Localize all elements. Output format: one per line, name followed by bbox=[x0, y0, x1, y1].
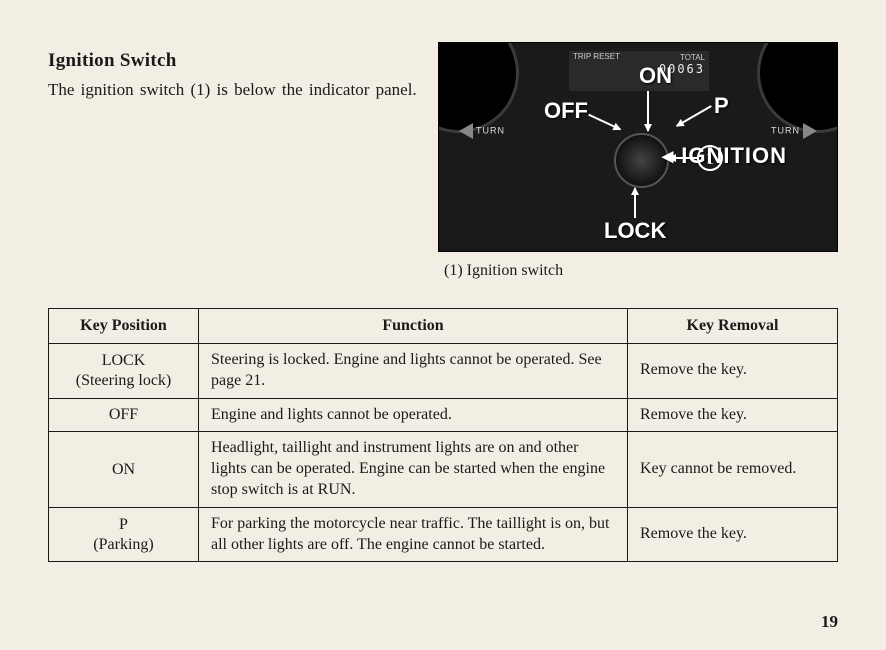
left-turn-indicator: TURN bbox=[459, 123, 505, 139]
p-label: P bbox=[714, 93, 729, 119]
left-arrow-icon bbox=[459, 123, 473, 139]
on-label: ON bbox=[639, 63, 672, 89]
right-turn-indicator: TURN bbox=[771, 123, 817, 139]
total-label: TOTAL bbox=[680, 53, 705, 62]
figure-caption: (1) Ignition switch bbox=[438, 262, 838, 280]
cell-removal: Remove the key. bbox=[628, 507, 838, 562]
pos-line2: (Parking) bbox=[93, 536, 153, 553]
left-gauge bbox=[438, 42, 519, 133]
text-column: Ignition Switch The ignition switch (1) … bbox=[48, 42, 420, 280]
turn-label-left: TURN bbox=[476, 125, 505, 135]
cell-function: For parking the motorcycle near traffic.… bbox=[199, 507, 628, 562]
section-description: The ignition switch (1) is below the ind… bbox=[48, 78, 420, 103]
cell-position: OFF bbox=[49, 398, 199, 432]
key-position-table: Key Position Function Key Removal LOCK (… bbox=[48, 308, 838, 562]
table-row: P (Parking) For parking the motorcycle n… bbox=[49, 507, 838, 562]
table-row: OFF Engine and lights cannot be operated… bbox=[49, 398, 838, 432]
header-function: Function bbox=[199, 309, 628, 344]
top-section: Ignition Switch The ignition switch (1) … bbox=[48, 42, 838, 280]
arrow-off bbox=[588, 114, 621, 131]
header-position: Key Position bbox=[49, 309, 199, 344]
cell-removal: Remove the key. bbox=[628, 344, 838, 399]
cell-position: ON bbox=[49, 432, 199, 507]
arrow-on bbox=[647, 91, 649, 131]
cell-function: Steering is locked. Engine and lights ca… bbox=[199, 344, 628, 399]
table-row: LOCK (Steering lock) Steering is locked.… bbox=[49, 344, 838, 399]
right-arrow-icon bbox=[803, 123, 817, 139]
off-label: OFF bbox=[544, 98, 588, 124]
section-heading: Ignition Switch bbox=[48, 50, 420, 72]
lock-label: LOCK bbox=[604, 218, 666, 244]
page-number: 19 bbox=[821, 612, 838, 632]
pos-line1: P bbox=[119, 516, 128, 533]
cell-position: LOCK (Steering lock) bbox=[49, 344, 199, 399]
cell-function: Engine and lights cannot be operated. bbox=[199, 398, 628, 432]
pos-line1: LOCK bbox=[102, 352, 146, 369]
table-header-row: Key Position Function Key Removal bbox=[49, 309, 838, 344]
ignition-dial bbox=[614, 133, 669, 188]
cell-removal: Key cannot be removed. bbox=[628, 432, 838, 507]
cell-position: P (Parking) bbox=[49, 507, 199, 562]
arrow-callout bbox=[669, 157, 697, 159]
pos-line2: (Steering lock) bbox=[76, 372, 172, 389]
turn-label-right: TURN bbox=[771, 125, 800, 135]
arrow-p bbox=[676, 105, 712, 127]
arrow-lock bbox=[634, 188, 636, 218]
ignition-switch-photo: TRIP RESET TOTAL 00063 TURN TURN OFF ON … bbox=[438, 42, 838, 252]
callout-1: 1 bbox=[697, 145, 723, 171]
cell-removal: Remove the key. bbox=[628, 398, 838, 432]
header-removal: Key Removal bbox=[628, 309, 838, 344]
cell-function: Headlight, taillight and instrument ligh… bbox=[199, 432, 628, 507]
trip-reset-label: TRIP RESET bbox=[573, 53, 620, 62]
manual-page: Ignition Switch The ignition switch (1) … bbox=[0, 0, 886, 650]
table-row: ON Headlight, taillight and instrument l… bbox=[49, 432, 838, 507]
right-gauge bbox=[757, 42, 838, 133]
ignition-text-label: ◂ IGNITION bbox=[662, 143, 787, 169]
figure-column: TRIP RESET TOTAL 00063 TURN TURN OFF ON … bbox=[438, 42, 838, 280]
